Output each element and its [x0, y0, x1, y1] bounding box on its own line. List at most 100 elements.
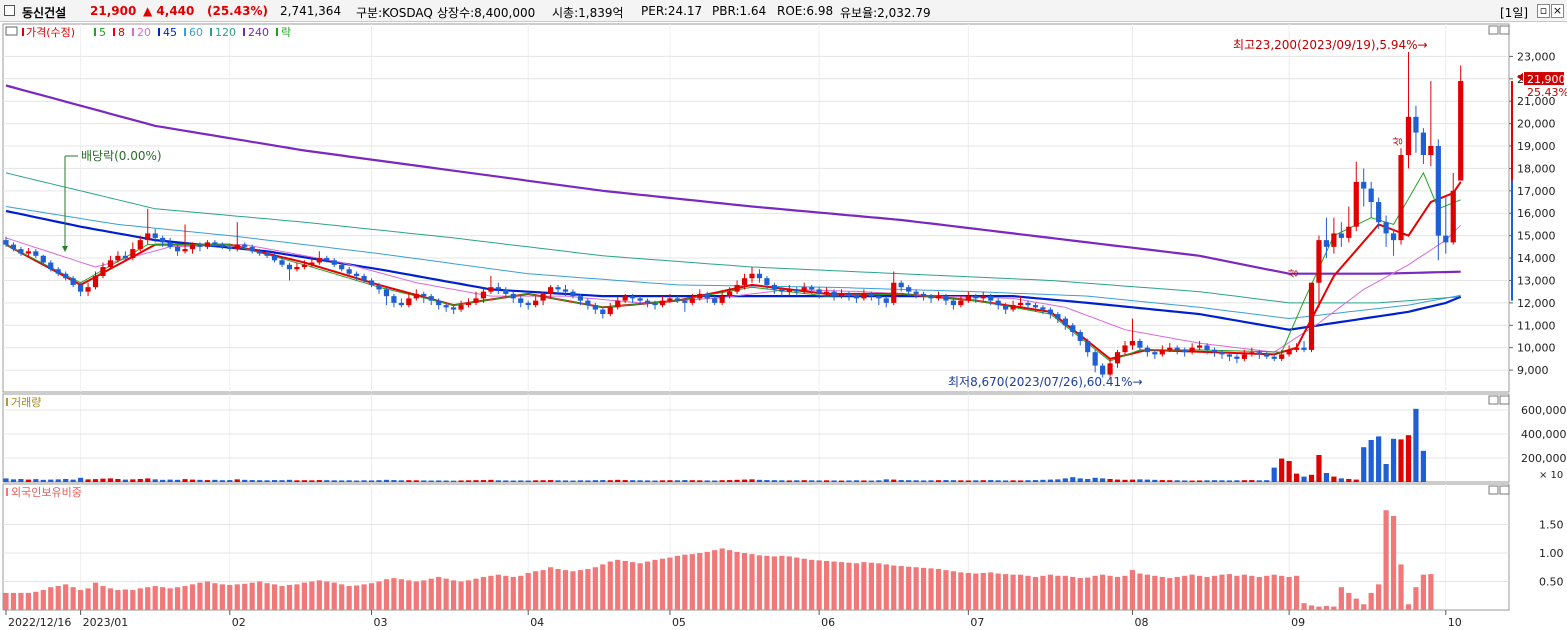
candle-body — [525, 302, 531, 306]
volume-bar — [376, 480, 382, 482]
volume-bar — [257, 480, 263, 482]
volume-bar — [525, 480, 531, 482]
candle-body — [242, 244, 248, 247]
foreign-bar — [48, 587, 54, 610]
volume-bar — [406, 480, 412, 482]
volume-bar — [503, 480, 509, 482]
checkbox-icon[interactable] — [4, 5, 15, 16]
candle-body — [1338, 233, 1344, 238]
candle-body — [406, 298, 412, 306]
volume-bar — [1256, 480, 1262, 482]
foreign-bar — [809, 559, 815, 610]
foreign-bar — [1308, 605, 1315, 610]
candle-body — [1077, 331, 1083, 341]
current-price-label: 21,900 — [1527, 73, 1566, 86]
volume-bar — [1062, 478, 1068, 482]
foreign-bar — [1152, 575, 1158, 610]
volume-bar — [727, 480, 733, 482]
price-axis-label: 14,000 — [1517, 252, 1556, 265]
candle-body — [1279, 354, 1285, 359]
x-tick-label: 10 — [1448, 616, 1462, 629]
current-price-arrow-icon — [1517, 73, 1523, 82]
candle-body — [697, 293, 703, 299]
volume-bar — [786, 480, 792, 482]
volume-bar — [1420, 450, 1426, 482]
foreign-bar — [1189, 574, 1195, 610]
period-selector[interactable]: [1일] — [1500, 6, 1529, 20]
foreign-bar — [1047, 574, 1053, 610]
volume-bar — [55, 479, 61, 482]
candle-body — [801, 287, 807, 292]
candle-body — [1032, 305, 1039, 308]
candle-body — [831, 291, 837, 297]
candle-body — [257, 251, 263, 254]
volume-bar — [771, 480, 777, 482]
candle-body — [249, 246, 255, 252]
foreign-legend-label: 외국인보유비중 — [11, 486, 82, 499]
x-tick-label: 04 — [530, 616, 544, 629]
foreign-bar — [279, 586, 285, 610]
candle-body — [78, 284, 84, 292]
candle-body — [122, 255, 128, 259]
volume-bar — [189, 479, 196, 482]
foreign-bar — [189, 584, 196, 610]
volume-bar — [958, 480, 964, 482]
expand-icon[interactable]: ▫ — [1537, 4, 1550, 18]
candle-body — [339, 264, 345, 270]
foreign-bar — [1226, 574, 1233, 610]
candle-body — [1428, 146, 1434, 155]
foreign-bar — [1316, 606, 1322, 610]
volume-legend-label: 거래량 — [11, 396, 41, 409]
market-cap: 시총:1,839억 — [552, 6, 624, 20]
close-icon[interactable]: × — [1551, 4, 1564, 18]
per-value: PER:24.17 — [641, 4, 703, 18]
candle-body — [279, 260, 285, 265]
volume-bar — [1122, 479, 1128, 482]
foreign-bar — [704, 551, 710, 610]
price-axis-label: 19,000 — [1517, 140, 1556, 153]
candle-body — [1249, 352, 1255, 355]
volume-bar — [973, 480, 979, 482]
volume-bar — [1189, 480, 1195, 482]
x-tick-label: 06 — [821, 616, 835, 629]
foreign-bar — [1077, 578, 1083, 610]
candle-body — [1331, 233, 1337, 247]
volume-bar — [1219, 480, 1225, 482]
foreign-bar — [152, 586, 158, 610]
volume-bar — [197, 479, 203, 482]
volume-bar — [383, 479, 390, 482]
volume-bar — [1152, 479, 1158, 482]
foreign-bar — [801, 558, 807, 610]
candle-body — [346, 269, 352, 274]
candle-body — [1114, 352, 1121, 364]
volume-bar — [1003, 480, 1009, 482]
volume-bar — [615, 479, 621, 482]
candle-body — [331, 260, 337, 265]
legend-swatch — [243, 28, 245, 36]
candle-body — [1129, 340, 1136, 346]
volume-bar — [115, 479, 121, 482]
candle-body — [615, 300, 621, 308]
volume-bar — [152, 479, 158, 482]
candle-body — [1458, 81, 1464, 181]
candle-body — [1323, 240, 1330, 247]
candle-body — [958, 300, 964, 306]
low-annotation: 최저8,670(2023/07/26),60.41%→ — [948, 375, 1143, 389]
foreign-bar — [1182, 575, 1188, 610]
foreign-bar — [1129, 570, 1136, 610]
candle-body — [853, 296, 860, 299]
candle-body — [838, 293, 845, 297]
foreign-bar — [495, 574, 501, 610]
candle-body — [1010, 305, 1016, 310]
legend-swatch — [184, 28, 186, 36]
foreign-bar — [1331, 606, 1337, 610]
legend-swatch — [6, 488, 8, 496]
foreign-bar — [458, 581, 464, 610]
x-tick-label: 03 — [374, 616, 388, 629]
foreign-bar — [592, 567, 598, 610]
foreign-bar — [443, 578, 449, 610]
candle-body — [436, 300, 442, 306]
candle-body — [1226, 354, 1233, 357]
foreign-bar — [398, 579, 404, 610]
foreign-bar — [1420, 574, 1426, 610]
